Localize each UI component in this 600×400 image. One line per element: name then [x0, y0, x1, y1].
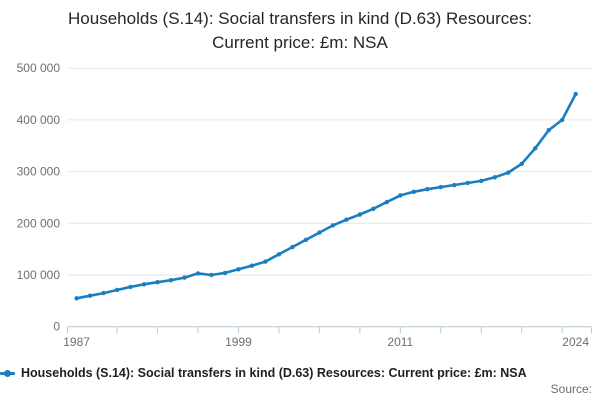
data-point	[479, 178, 484, 184]
data-point	[438, 184, 443, 190]
data-point	[357, 212, 363, 217]
data-point	[344, 217, 349, 222]
chart-title-line2: Current price: £m: NSA	[212, 33, 388, 52]
source-label: Source:	[550, 382, 592, 396]
legend-label: Households (S.14): Social transfers in k…	[21, 366, 527, 380]
data-point	[249, 263, 255, 268]
y-axis-label: 500 000	[17, 61, 61, 75]
data-point	[182, 275, 187, 280]
data-point	[222, 270, 228, 276]
data-point	[411, 189, 416, 194]
data-point	[532, 146, 538, 151]
chart-title-line1: Households (S.14): Social transfers in k…	[68, 9, 532, 28]
data-point	[465, 180, 470, 186]
series-line	[75, 92, 578, 300]
data-point	[371, 206, 376, 212]
data-point	[155, 280, 160, 285]
y-axis-label: 100 000	[17, 268, 61, 282]
data-point	[141, 282, 147, 287]
legend-line-icon	[0, 369, 15, 378]
y-axis-label: 400 000	[17, 113, 61, 127]
data-point	[506, 170, 511, 175]
data-point	[384, 199, 390, 205]
x-axis-label: 2024	[562, 335, 589, 349]
legend-point-icon	[4, 369, 11, 377]
y-axis-label: 0	[53, 320, 60, 334]
data-point	[87, 293, 93, 298]
data-point	[290, 244, 295, 250]
x-axis-label: 1999	[225, 335, 252, 349]
x-axis-label: 2011	[387, 335, 413, 349]
data-point	[101, 290, 106, 296]
data-point	[114, 287, 120, 293]
data-point	[128, 284, 133, 290]
data-point	[74, 296, 79, 301]
data-point	[452, 182, 457, 188]
data-point	[546, 128, 551, 133]
data-point	[195, 271, 201, 276]
x-axis-label: 1987	[63, 335, 90, 349]
data-point	[425, 186, 430, 192]
data-point	[398, 193, 403, 198]
data-point	[492, 175, 497, 180]
data-point	[519, 161, 524, 167]
data-point	[168, 277, 174, 283]
data-point	[263, 259, 268, 264]
data-point	[559, 117, 565, 123]
y-axis-label: 300 000	[17, 165, 61, 179]
data-point	[209, 272, 214, 278]
data-point	[276, 252, 282, 257]
chart-title: Households (S.14): Social transfers in k…	[0, 7, 600, 55]
legend-item[interactable]: Households (S.14): Social transfers in k…	[0, 364, 600, 382]
data-point	[317, 230, 322, 235]
data-point	[303, 237, 309, 243]
data-point	[236, 267, 241, 272]
data-point	[573, 91, 578, 97]
y-axis-label: 200 000	[17, 216, 61, 230]
data-point	[330, 223, 336, 228]
